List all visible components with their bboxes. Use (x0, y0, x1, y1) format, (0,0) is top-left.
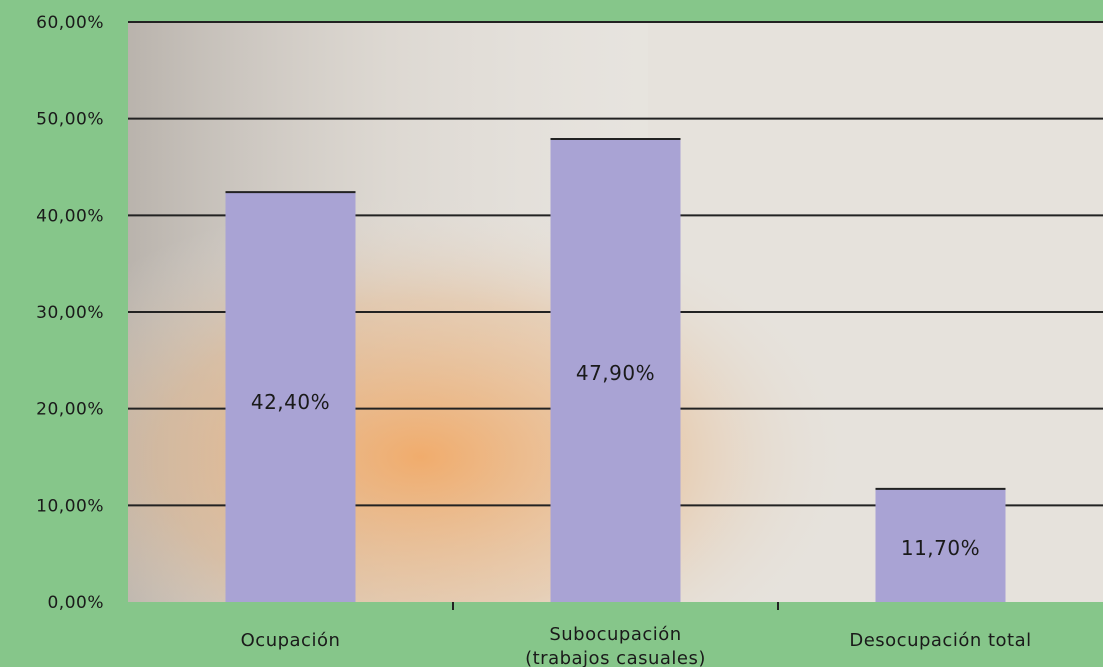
y-tick-label: 30,00% (36, 303, 104, 323)
x-category-label: Ocupación (241, 630, 341, 651)
data-label: 47,90% (576, 361, 655, 385)
bar (550, 138, 681, 602)
x-category-label-line: Desocupación total (849, 630, 1031, 651)
y-tick-label: 0,00% (47, 593, 104, 613)
x-category-label: Subocupación (trabajos casuales) (525, 624, 706, 667)
bar (225, 192, 356, 602)
data-label: 42,40% (251, 390, 330, 414)
x-category-label-line: (trabajos casuales) (525, 648, 706, 667)
y-tick-label: 50,00% (36, 110, 104, 130)
x-category-label-line: Subocupación (549, 624, 681, 645)
data-label: 11,70% (901, 536, 980, 560)
data-labels: 42,40% 47,90% 11,70% (251, 361, 980, 560)
bar (875, 488, 1006, 602)
y-tick-label: 60,00% (36, 13, 104, 33)
axes (452, 602, 779, 610)
y-tick-label: 10,00% (36, 496, 104, 516)
bars (225, 137, 1006, 602)
x-axis-category-labels: Ocupación Subocupación (trabajos casuales)… (241, 624, 1032, 667)
y-tick-label: 40,00% (36, 206, 104, 226)
x-category-label-line: Ocupación (241, 630, 341, 651)
x-category-label: Desocupación total (849, 630, 1031, 651)
y-tick-label: 20,00% (36, 400, 104, 420)
y-axis-tick-labels: 0,00% 10,00% 20,00% 30,00% 40,00% 50,00% 60,00… (36, 13, 104, 613)
